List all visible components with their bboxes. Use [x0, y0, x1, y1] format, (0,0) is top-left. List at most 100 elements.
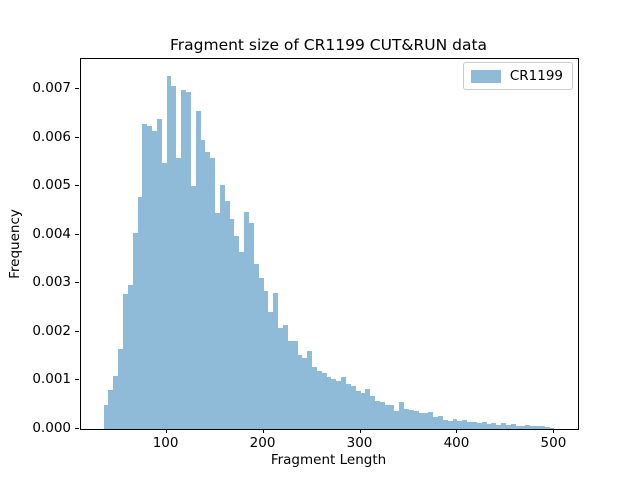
- histogram-bar: [268, 312, 274, 429]
- x-axis-label: Fragment Length: [270, 452, 387, 468]
- histogram-bar: [321, 373, 327, 429]
- y-tick-mark: [75, 88, 79, 90]
- histogram-bar: [287, 341, 293, 429]
- histogram-bar: [331, 378, 337, 429]
- histogram-bar: [244, 212, 250, 429]
- histogram-bar: [302, 358, 308, 429]
- histogram-bar: [224, 200, 230, 429]
- histogram-bar: [438, 416, 443, 429]
- histogram-bar: [535, 426, 540, 429]
- y-tick-label: 0.000: [32, 420, 71, 436]
- histogram-bar: [476, 423, 482, 429]
- y-tick-label: 0.005: [32, 177, 71, 194]
- histogram-bar: [447, 420, 453, 429]
- histogram-bar: [205, 152, 211, 429]
- x-tick-mark: [262, 429, 264, 433]
- y-tick-mark: [75, 185, 79, 187]
- histogram-bar: [505, 425, 511, 429]
- histogram-bar: [166, 75, 172, 429]
- x-tick-mark: [359, 429, 361, 433]
- histogram-bar: [215, 213, 220, 429]
- x-tick-mark: [165, 429, 167, 433]
- histogram-bar: [409, 410, 414, 429]
- histogram-bar: [127, 284, 133, 429]
- legend: CR1199: [462, 62, 573, 90]
- histogram-bar: [249, 222, 254, 429]
- histogram-bar: [273, 293, 279, 429]
- histogram-bar: [229, 219, 235, 429]
- histogram-bar: [467, 422, 473, 429]
- y-tick-label: 0.007: [32, 80, 71, 97]
- histogram-bar: [234, 235, 240, 429]
- histogram-bar: [510, 424, 516, 429]
- histogram-bar: [423, 412, 429, 429]
- histogram-bar: [113, 375, 119, 429]
- y-tick-mark: [75, 136, 79, 138]
- y-tick-label: 0.004: [32, 225, 71, 242]
- histogram-bar: [345, 383, 351, 429]
- histogram-bar: [549, 427, 555, 429]
- legend-swatch: [470, 69, 501, 83]
- histogram-bar: [152, 130, 157, 429]
- histogram-bar: [491, 423, 497, 429]
- x-tick-label: 100: [152, 435, 179, 451]
- x-tick-label: 200: [249, 435, 276, 451]
- histogram-bar: [457, 420, 463, 429]
- histogram-bar: [200, 140, 206, 429]
- histogram-bar: [355, 390, 361, 429]
- y-axis-label: Frequency: [7, 209, 23, 279]
- histogram-bar: [501, 423, 506, 429]
- histogram-bar: [544, 427, 550, 429]
- histogram-bar: [103, 404, 109, 429]
- histogram-bar: [433, 416, 439, 429]
- histogram-bar: [379, 401, 385, 429]
- histogram-bar: [137, 196, 143, 429]
- histogram-bar: [312, 367, 317, 429]
- histogram-bar: [336, 381, 342, 429]
- histogram-bar: [239, 252, 245, 429]
- histogram-bar: [195, 110, 201, 429]
- histogram-bar: [316, 371, 322, 429]
- y-tick-label: 0.006: [32, 128, 71, 145]
- y-tick-label: 0.002: [32, 322, 71, 339]
- histogram-bar: [365, 388, 371, 429]
- y-tick-mark: [75, 233, 79, 235]
- histogram-bar: [326, 376, 332, 429]
- histogram-bar: [292, 340, 298, 429]
- x-tick-label: 300: [346, 435, 373, 451]
- histogram-bar: [428, 411, 434, 429]
- histogram-bar: [122, 293, 128, 429]
- chart-title: Fragment size of CR1199 CUT&RUN data: [169, 36, 488, 54]
- histogram-bar: [394, 410, 400, 429]
- histogram-bar: [161, 162, 167, 429]
- histogram-bar: [341, 376, 346, 429]
- histogram-bar: [307, 350, 313, 429]
- histogram-bar: [515, 425, 521, 429]
- histogram-bar: [190, 186, 196, 429]
- histogram-bar: [472, 422, 477, 429]
- x-tick-mark: [456, 429, 458, 433]
- x-tick-label: 400: [443, 435, 470, 451]
- histogram-bar: [147, 126, 153, 429]
- histogram-bar: [282, 324, 288, 429]
- histogram-bar: [142, 124, 148, 429]
- histogram-bar: [181, 90, 186, 429]
- histogram-bar: [375, 401, 380, 429]
- y-tick-mark: [75, 428, 79, 429]
- histogram-bar: [384, 404, 390, 429]
- histogram-bar: [481, 421, 487, 429]
- y-tick-label: 0.001: [32, 371, 71, 388]
- histogram-bar: [176, 158, 182, 429]
- histogram-bar: [171, 86, 177, 429]
- histogram-bar: [525, 424, 531, 429]
- histogram-bar: [442, 419, 448, 429]
- legend-label: CR1199: [509, 68, 563, 84]
- histogram-bar: [462, 419, 468, 429]
- histogram-bar: [496, 424, 502, 429]
- x-tick-mark: [553, 429, 555, 433]
- histogram-bar: [404, 408, 409, 429]
- histogram-bar: [210, 157, 216, 429]
- histogram-bar: [520, 425, 526, 429]
- x-tick-label: 500: [540, 435, 567, 451]
